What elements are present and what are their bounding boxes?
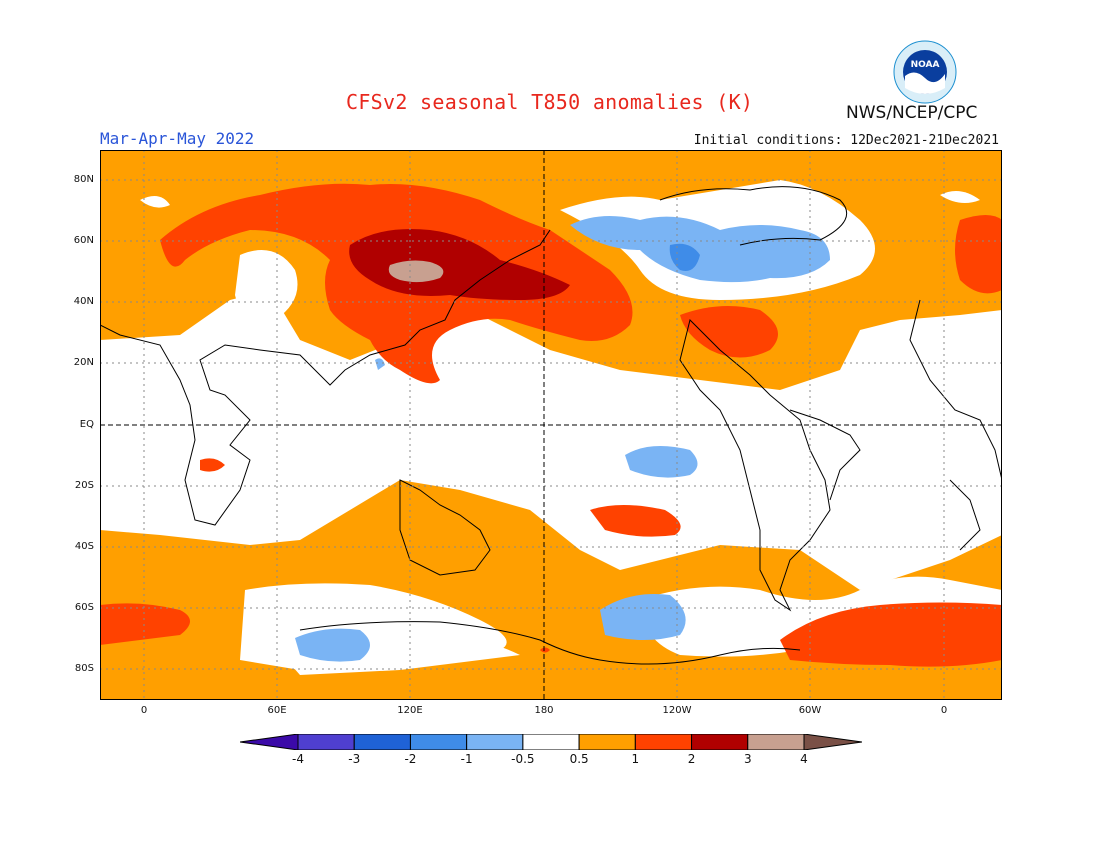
colorbar-cell [353,734,411,750]
colorbar-cell-max [803,734,862,750]
lat-label-80n: 80N [73,174,94,185]
lat-label-40n: 40N [73,296,94,307]
lat-label-60n: 60N [73,235,94,246]
positive-regions-2to3 [349,229,570,300]
lon-label-60e: 60E [267,705,287,716]
lon-label-120e: 120E [397,705,423,716]
colorbar-cell [409,734,468,750]
colorbar-tick-label: 1 [631,752,640,766]
colorbar-cell [466,734,524,750]
colorbar-tick-label: 3 [743,752,752,766]
lat-label-80s: 80S [74,663,94,674]
colorbar-tick-label: 4 [800,752,808,766]
colorbar-tick-label: 0.5 [569,752,589,766]
lat-label-60s: 60S [74,602,94,613]
colorbar-cell-min [240,734,299,750]
colorbar-tick-label: -4 [292,752,304,766]
lat-label-40s: 40S [74,541,94,552]
colorbar-tick-label: -2 [404,752,417,766]
colorbar-cell [522,734,580,750]
agency-label: NWS/NCEP/CPC [846,103,978,123]
graticule [100,150,1002,700]
lon-label-0-right: 0 [940,705,948,716]
season-label: Mar-Apr-May 2022 [100,129,255,148]
lat-label-20n: 20N [73,357,94,368]
lon-label-180: 180 [534,705,554,716]
colorbar-cell [747,734,805,750]
lon-label-60w: 60W [798,705,822,716]
positive-regions-3to4 [388,260,444,283]
colorbar-cell [691,734,749,750]
colorbar-tick-label: -0.5 [511,752,535,766]
lon-label-0: 0 [140,705,148,716]
lon-label-120w: 120W [662,705,692,716]
anomaly-map [100,150,1002,700]
noaa-logo-icon: NOAA [893,40,957,104]
colorbar-tick-label: -3 [348,752,361,766]
lat-label-20s: 20S [74,480,94,491]
colorbar-cells [240,734,862,750]
logo-text: NOAA [911,60,940,70]
colorbar-cell [634,734,693,750]
lat-label-eq: EQ [79,419,94,430]
map-title: CFSv2 seasonal T850 anomalies (K) [346,90,754,114]
initial-conditions-label: Initial conditions: 12Dec2021-21Dec2021 [693,133,999,148]
colorbar-tick-label: 2 [687,752,696,766]
colorbar-cell [578,734,636,750]
neutral-regions [100,180,1002,675]
coastlines [100,186,1002,665]
weak-negative-regions [295,216,830,662]
reference-lines [100,150,1002,700]
colorbar-tick-label: -1 [460,752,473,766]
colorbar-cell [297,734,355,750]
colorbar [240,734,862,750]
